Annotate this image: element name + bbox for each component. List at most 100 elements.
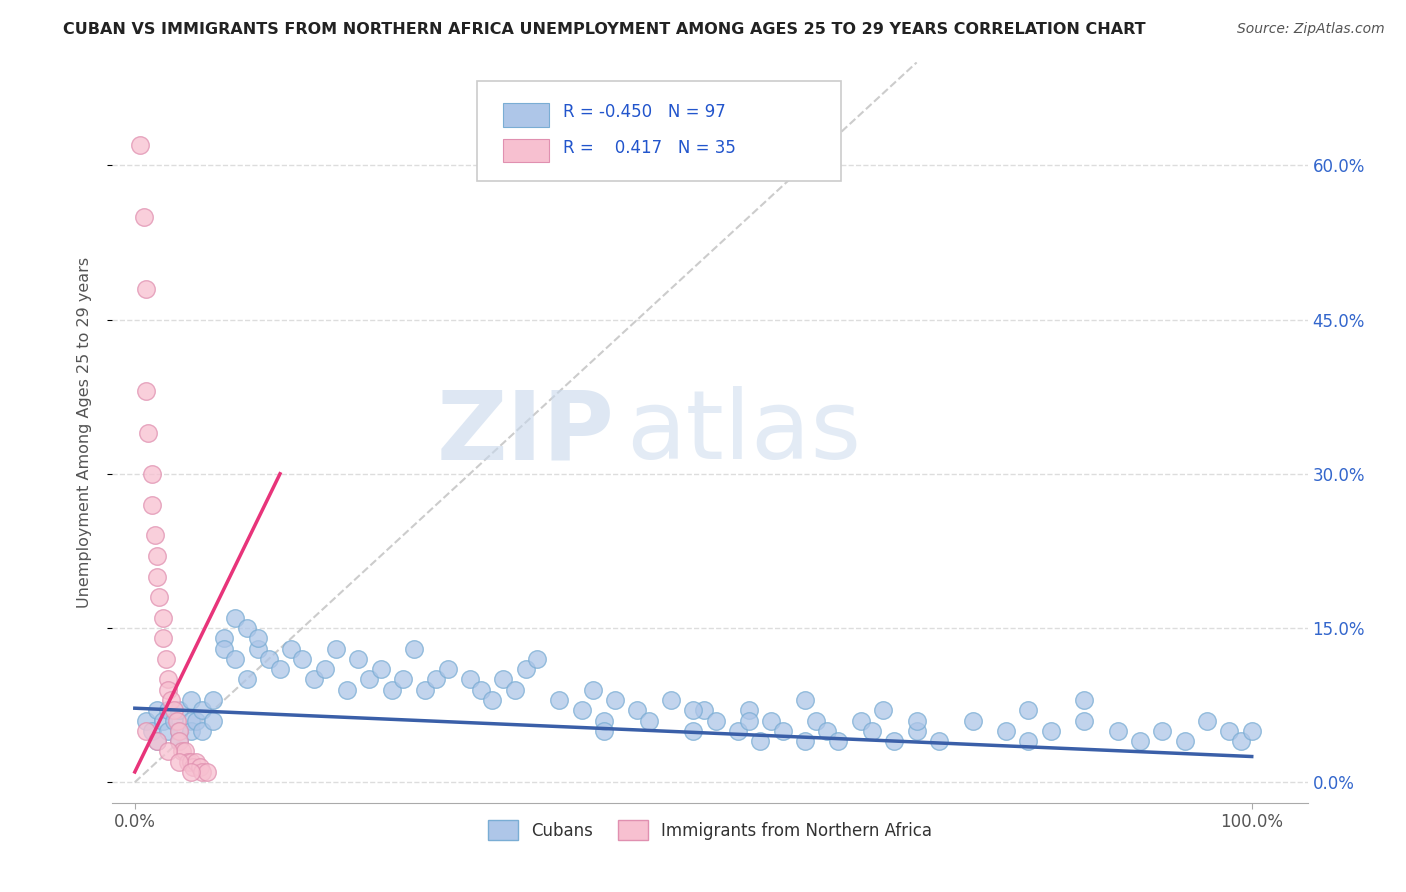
Point (157, 682, 180, 697)
Point (928, 734, 950, 748)
Point (201, 693, 224, 707)
Point (772, 723, 794, 738)
Text: atlas: atlas (627, 386, 862, 479)
Point (188, 760, 211, 774)
Point (152, 610, 174, 624)
Point (135, 714, 157, 728)
Point (141, 498, 163, 512)
Point (280, 641, 302, 656)
Point (224, 610, 246, 624)
Point (180, 714, 202, 728)
Point (170, 744, 193, 758)
Point (177, 755, 200, 769)
Point (1240, 723, 1263, 738)
Point (872, 703, 894, 717)
Point (257, 652, 280, 666)
Point (1107, 723, 1129, 738)
Point (169, 723, 191, 738)
Point (146, 703, 169, 717)
Point (503, 682, 526, 697)
Point (141, 467, 163, 481)
Point (235, 673, 257, 687)
Point (169, 703, 191, 717)
Point (180, 755, 202, 769)
Point (186, 755, 208, 769)
Point (1152, 723, 1174, 738)
Point (402, 641, 425, 656)
Text: Source: ZipAtlas.com: Source: ZipAtlas.com (1237, 22, 1385, 37)
Point (212, 641, 235, 656)
Point (693, 703, 716, 717)
Point (962, 714, 984, 728)
Point (883, 734, 905, 748)
Point (603, 693, 626, 707)
Point (235, 621, 257, 635)
Text: R =    0.417   N = 35: R = 0.417 N = 35 (562, 138, 735, 157)
Point (492, 673, 515, 687)
Point (325, 641, 347, 656)
Point (141, 723, 163, 738)
Point (1017, 703, 1039, 717)
Point (191, 703, 214, 717)
Point (548, 693, 571, 707)
Point (1017, 734, 1039, 748)
Point (291, 652, 314, 666)
Point (381, 682, 404, 697)
Point (582, 682, 605, 697)
Point (392, 673, 415, 687)
Point (593, 714, 616, 728)
Point (152, 714, 174, 728)
Point (129, 137, 152, 152)
Point (905, 723, 928, 738)
Point (246, 632, 269, 646)
Point (197, 764, 219, 779)
Point (180, 764, 202, 779)
Point (1073, 693, 1095, 707)
Point (157, 744, 180, 758)
Point (436, 662, 458, 676)
Point (659, 693, 682, 707)
Point (269, 662, 291, 676)
Point (682, 723, 704, 738)
Point (146, 549, 169, 563)
Point (135, 384, 157, 399)
Point (180, 693, 202, 707)
Point (1218, 723, 1240, 738)
Point (163, 703, 186, 717)
Text: ZIP: ZIP (436, 386, 614, 479)
Text: CUBAN VS IMMIGRANTS FROM NORTHERN AFRICA UNEMPLOYMENT AMONG AGES 25 TO 29 YEARS : CUBAN VS IMMIGRANTS FROM NORTHERN AFRICA… (63, 22, 1146, 37)
Point (169, 734, 191, 748)
Point (515, 662, 537, 676)
Point (169, 755, 191, 769)
Point (180, 723, 202, 738)
Point (682, 703, 704, 717)
Point (157, 673, 180, 687)
Point (413, 682, 436, 697)
Point (905, 714, 928, 728)
Point (191, 723, 214, 738)
Point (143, 528, 166, 542)
Point (738, 703, 761, 717)
Point (370, 662, 392, 676)
Point (359, 673, 381, 687)
Point (169, 734, 191, 748)
Point (470, 682, 492, 697)
Point (336, 682, 359, 697)
Point (704, 714, 727, 728)
Point (186, 714, 208, 728)
Point (794, 693, 817, 707)
Point (794, 734, 817, 748)
Point (1174, 734, 1197, 748)
Point (749, 734, 772, 748)
Point (761, 714, 783, 728)
Point (1129, 734, 1152, 748)
Point (804, 714, 827, 728)
Point (152, 632, 174, 646)
Point (571, 703, 593, 717)
Point (132, 210, 155, 224)
Point (815, 723, 838, 738)
Point (201, 714, 224, 728)
Point (626, 703, 648, 717)
Point (136, 425, 159, 440)
Point (157, 703, 180, 717)
